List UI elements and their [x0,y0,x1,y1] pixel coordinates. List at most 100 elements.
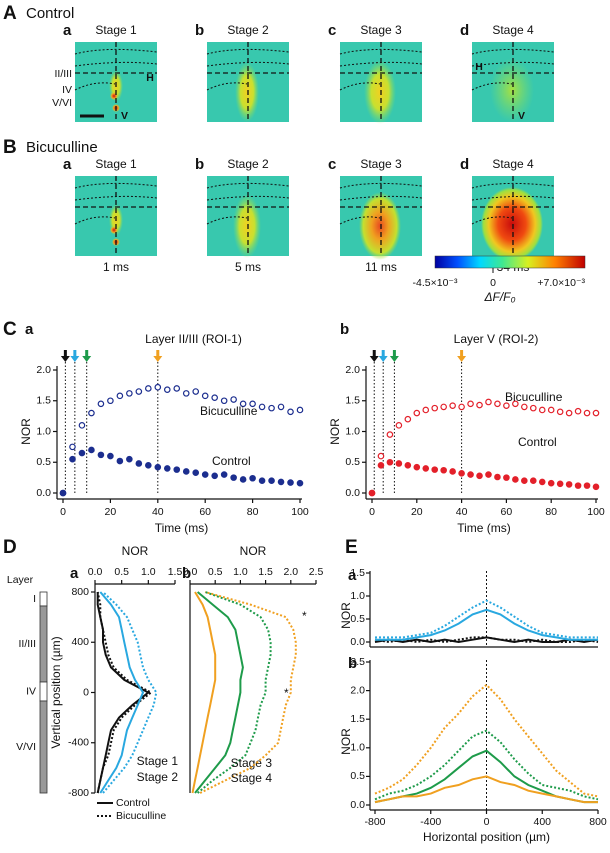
data-point [583,409,591,417]
x-tick-label: 20 [411,506,423,518]
data-point [116,392,124,400]
layer-label: I [33,593,36,605]
data-point [220,471,228,478]
layer-boundary [74,182,158,189]
axis-mark: H [475,61,483,73]
layer-boundary [74,195,158,201]
x-tick-label: -400 [420,816,441,828]
data-point [538,406,546,414]
activity [490,58,534,122]
profile-line [374,729,599,801]
y-tick-label: 1.0 [36,425,51,437]
layer-segment [39,681,48,702]
layer-boundary [206,195,290,201]
data-point [230,474,237,481]
activity [233,194,261,258]
x-tick-label: 20 [105,506,117,518]
stage-arrow [389,350,399,362]
profile-line [374,775,598,804]
data-point [521,477,528,485]
panel-letter: a [348,567,357,584]
profile-line [96,592,151,794]
data-point [547,479,555,487]
stage-label: Stage 3 [360,23,402,37]
data-point [404,462,412,469]
data-point [565,409,573,417]
stage-arrow [82,350,92,362]
data-point [258,477,266,485]
stage-arrow [457,350,467,362]
x-tick-label: 80 [545,506,557,518]
panel-letter: b [340,321,349,338]
profile-line [194,591,244,794]
data-point [494,473,501,481]
data-point [277,478,285,486]
data-point [201,392,209,400]
stage-letter: c [328,156,336,173]
stage-letter: a [63,156,72,173]
data-point [458,403,465,411]
stage-arrow [378,350,388,362]
legend-label: Stage 4 [231,771,273,785]
x-axis-label: NOR [122,544,149,558]
data-point [521,403,528,411]
stage-letter: c [328,22,336,39]
x-tick-label: 1.0 [141,566,156,578]
x-tick-label: 80 [247,506,259,518]
data-point [258,403,266,411]
data-point [220,397,228,405]
stage-label: Stage 1 [95,23,137,37]
data-point [377,462,385,469]
panel-letter: b [348,655,357,672]
layer-boundary [471,61,555,67]
profile-line [191,591,217,794]
x-tick-label: 0.0 [183,566,198,578]
x-tick-label: 60 [501,506,513,518]
panel-letter: C [3,319,17,340]
stage-label: Stage 3 [360,157,402,171]
series-label: Control [212,454,251,468]
colorbar [434,255,586,269]
layer-boundary [471,182,555,189]
data-point [467,471,474,478]
data-point [97,451,105,459]
layer-boundary [74,216,116,225]
data-point [574,482,582,489]
layer-boundary [339,182,423,189]
y-tick-label: 1.5 [350,713,365,725]
data-point [116,457,124,465]
y-tick-label: 0.0 [350,636,365,648]
panel-title: Bicuculline [26,139,98,156]
data-point [422,465,430,472]
data-point [211,394,218,401]
x-tick-label: 2.0 [283,566,298,578]
data-point [126,390,133,397]
y-tick-label: 0 [83,686,89,698]
y-tick-label: 0.5 [350,770,365,782]
x-axis-label: Time (ms) [155,521,209,535]
x-tick-label: 40 [152,506,164,518]
layer-segment [39,700,48,794]
x-tick-label: 0.5 [114,566,129,578]
data-point [192,388,200,395]
x-tick-label: 1.5 [258,566,273,578]
data-point [494,400,501,408]
stage-arrow [153,350,163,362]
layer-label: IV [62,84,72,96]
data-point [249,474,256,482]
colorbar-label: 0 [490,277,496,289]
data-point [503,402,510,409]
activity [364,60,396,124]
data-point [239,476,247,483]
x-tick-label: 0.5 [208,566,223,578]
axis-mark: V [518,110,525,122]
y-axis-label: NOR [339,728,353,755]
data-point [163,386,171,393]
data-point [268,404,275,412]
time-label: 5 ms [235,260,261,274]
data-point [368,489,376,497]
activity [481,187,543,261]
x-tick-label: 40 [456,506,468,518]
data-point [413,463,421,471]
